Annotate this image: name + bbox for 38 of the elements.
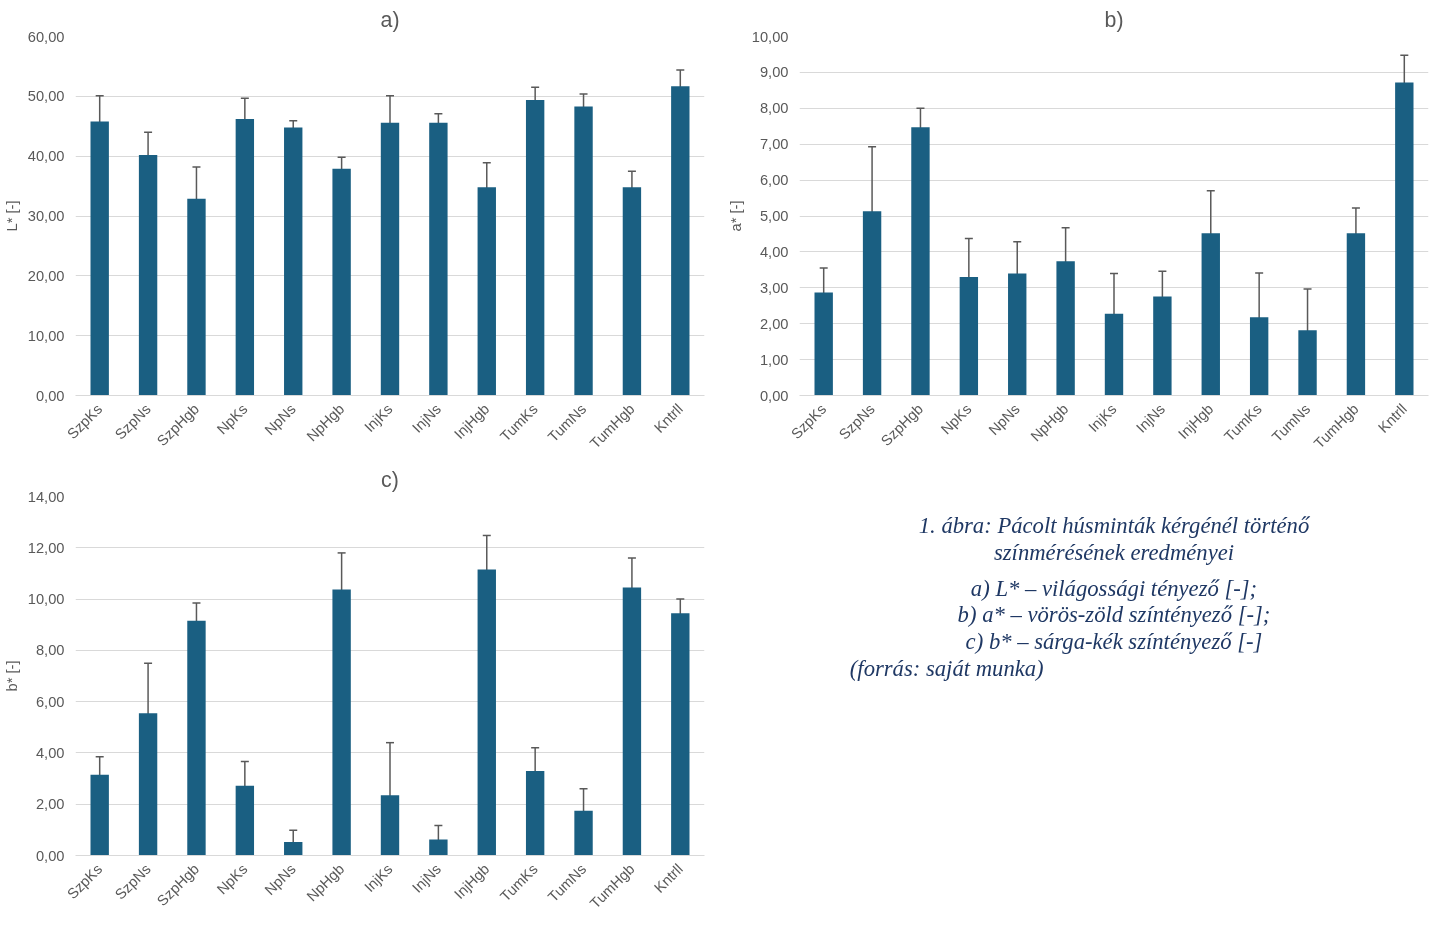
- y-tick-label: 8,00: [35, 642, 65, 659]
- text: (forrás: saját munka): [849, 656, 1044, 682]
- y-tick-label: 10,00: [27, 327, 65, 344]
- y-tick-label: 0,00: [35, 387, 65, 404]
- y-tick-label: 0,00: [35, 847, 65, 864]
- y-tick-label: 50,00: [27, 88, 65, 105]
- y-tick-label: 4,00: [35, 744, 65, 761]
- y-tick-label: 1,00: [759, 351, 789, 368]
- text: b) a* – vörös-zöld színtényező [-];: [957, 602, 1271, 628]
- chart-title: a): [380, 7, 400, 32]
- y-tick-label: 4,00: [759, 243, 789, 260]
- y-tick-label: 2,00: [759, 315, 789, 332]
- y-axis-title: L* [-]: [3, 200, 20, 232]
- text: a) L* – világossági tényező [-];: [970, 575, 1258, 601]
- chart-title: b): [1104, 7, 1124, 32]
- y-tick-label: 60,00: [27, 28, 65, 45]
- y-tick-label: 10,00: [751, 28, 789, 45]
- y-tick-label: 40,00: [27, 148, 65, 165]
- y-tick-label: 2,00: [35, 796, 65, 813]
- y-tick-label: 14,00: [27, 488, 65, 505]
- chart-title: c): [381, 467, 399, 492]
- y-tick-label: 3,00: [759, 279, 789, 296]
- y-tick-label: 12,00: [27, 539, 65, 556]
- text: színmérésének eredményei: [993, 539, 1235, 565]
- text: 1. ábra: Pácolt húsminták kérgénél történő: [918, 512, 1311, 538]
- y-tick-label: 6,00: [759, 172, 789, 189]
- y-tick-label: 6,00: [35, 693, 65, 710]
- y-tick-label: 30,00: [27, 208, 65, 224]
- y-tick-label: 5,00: [759, 208, 789, 224]
- y-axis-title: a* [-]: [727, 200, 744, 232]
- y-tick-label: 10,00: [27, 591, 65, 608]
- y-axis-title: b* [-]: [3, 660, 20, 692]
- y-tick-label: 20,00: [27, 267, 65, 284]
- text: c) b* – sárga-kék színtényező [-]: [965, 629, 1263, 655]
- y-tick-label: 9,00: [759, 64, 789, 81]
- y-tick-label: 8,00: [759, 100, 789, 117]
- y-tick-label: 0,00: [759, 387, 789, 404]
- y-tick-label: 7,00: [759, 136, 789, 153]
